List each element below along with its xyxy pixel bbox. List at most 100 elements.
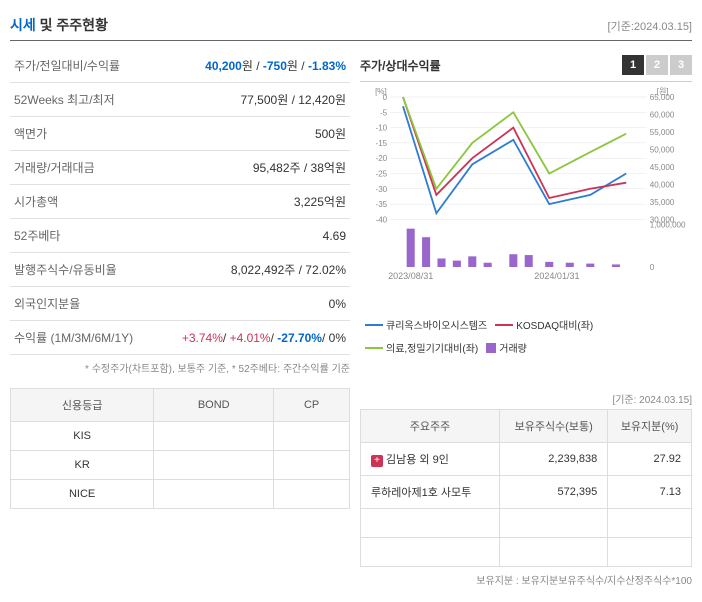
shareholder-header: 주요주주 [361,410,500,443]
svg-text:2023/08/31: 2023/08/31 [388,271,433,281]
info-footnote: * 수정주가(차트포함), 보통주 기준, * 52주베타: 주간수익률 기준 [10,355,350,380]
shareholder-name: 루하레아제1호 사모투 [361,476,500,509]
empty-cell [608,509,692,538]
chart-tab-2[interactable]: 2 [646,55,668,75]
info-label: 수익률 (1M/3M/6M/1Y) [10,321,150,355]
rating-cell [154,451,274,480]
rating-header: 신용등급 [11,389,154,422]
info-label: 발행주식수/유동비율 [10,253,150,287]
rating-cell: NICE [11,480,154,509]
info-row: 시가총액3,225억원 [10,185,350,219]
legend-item: KOSDAQ대비(좌) [495,317,593,332]
legend-swatch [495,324,513,326]
empty-cell [500,538,608,567]
svg-text:55,000: 55,000 [650,128,675,137]
legend-item: 의료,정밀기기대비(좌) [365,340,478,355]
table-row [361,538,692,567]
svg-text:-10: -10 [376,124,388,133]
shareholder-name: +김남용 외 9인 [361,443,500,476]
info-label: 시가총액 [10,185,150,219]
shareholder-header: 보유주식수(보통) [500,410,608,443]
expand-icon[interactable]: + [371,455,383,467]
info-row: 발행주식수/유동비율8,022,492주 / 72.02% [10,253,350,287]
rating-cell: KR [11,451,154,480]
info-value: 40,200원 / -750원 / -1.83% [150,49,350,83]
info-value: 95,482주 / 38억원 [150,151,350,185]
chart-title: 주가/상대수익률 [360,57,441,74]
info-value: 0% [150,287,350,321]
shareholder-footnote: 보유지분 : 보유지분보유주식수/지수산정주식수*100 [360,567,692,592]
svg-text:60,000: 60,000 [650,111,675,120]
rating-cell: KIS [11,422,154,451]
svg-text:-15: -15 [376,139,388,148]
info-value: +3.74%/ +4.01%/ -27.70%/ 0% [150,321,350,355]
rating-cell [274,480,350,509]
info-row: 수익률 (1M/3M/6M/1Y)+3.74%/ +4.01%/ -27.70%… [10,321,350,355]
shareholder-table: 주요주주보유주식수(보통)보유지분(%) +김남용 외 9인2,239,8382… [360,409,692,567]
svg-text:50,000: 50,000 [650,145,675,154]
info-label: 외국인지분율 [10,287,150,321]
legend-swatch [365,347,383,349]
page-header: 시세 및 주주현황 [기준:2024.03.15] [10,10,692,41]
legend-item: 큐리옥스바이오시스템즈 [365,317,487,332]
info-label: 주가/전일대비/수익률 [10,49,150,83]
shareholder-shares: 2,239,838 [500,443,608,476]
info-value: 4.69 [150,219,350,253]
svg-text:-25: -25 [376,170,388,179]
svg-text:-20: -20 [376,154,388,163]
title-primary: 시세 [10,17,36,33]
empty-cell [361,509,500,538]
table-row: +김남용 외 9인2,239,83827.92 [361,443,692,476]
table-row: KR [11,451,350,480]
rating-header: CP [274,389,350,422]
legend-label: KOSDAQ대비(좌) [516,317,593,332]
legend-swatch [365,324,383,326]
info-row: 외국인지분율0% [10,287,350,321]
legend-label: 의료,정밀기기대비(좌) [386,340,478,355]
svg-text:-40: -40 [376,215,388,224]
info-row: 액면가500원 [10,117,350,151]
info-label: 52Weeks 최고/최저 [10,83,150,117]
info-row: 거래량/거래대금95,482주 / 38억원 [10,151,350,185]
info-row: 52주베타4.69 [10,219,350,253]
rating-cell [274,451,350,480]
shareholder-header: 보유지분(%) [608,410,692,443]
shareholder-pct: 27.92 [608,443,692,476]
page-title: 시세 및 주주현황 [10,15,108,35]
chart-header: 주가/상대수익률 123 [360,49,692,82]
rating-cell [154,480,274,509]
info-row: 52Weeks 최고/최저77,500원 / 12,420원 [10,83,350,117]
empty-cell [608,538,692,567]
svg-text:0: 0 [650,263,655,272]
table-row: KIS [11,422,350,451]
svg-text:45,000: 45,000 [650,163,675,172]
info-label: 거래량/거래대금 [10,151,150,185]
chart-area: 0-5-10-15-20-25-30-35-40[%]65,00060,0005… [360,82,692,312]
legend-swatch [486,343,496,353]
rating-header: BOND [154,389,274,422]
info-value: 8,022,492주 / 72.02% [150,253,350,287]
chart-tab-3[interactable]: 3 [670,55,692,75]
svg-text:-30: -30 [376,185,388,194]
rating-cell [154,422,274,451]
shareholder-date: [기준: 2024.03.15] [360,388,692,409]
info-label: 52주베타 [10,219,150,253]
info-value: 77,500원 / 12,420원 [150,83,350,117]
chart-tab-1[interactable]: 1 [622,55,644,75]
info-value: 3,225억원 [150,185,350,219]
info-table: 주가/전일대비/수익률40,200원 / -750원 / -1.83%52Wee… [10,49,350,355]
header-date: [기준:2024.03.15] [608,18,692,34]
chart-legend: 큐리옥스바이오시스템즈 KOSDAQ대비(좌) 의료,정밀기기대비(좌) 거래량 [360,312,692,360]
table-row [361,509,692,538]
shareholder-pct: 7.13 [608,476,692,509]
legend-label: 거래량 [499,340,527,355]
legend-label: 큐리옥스바이오시스템즈 [386,317,487,332]
shareholder-shares: 572,395 [500,476,608,509]
info-value: 500원 [150,117,350,151]
empty-cell [500,509,608,538]
table-row: NICE [11,480,350,509]
svg-text:[%]: [%] [375,87,387,96]
info-label: 액면가 [10,117,150,151]
legend-item: 거래량 [486,340,527,355]
rating-table: 신용등급BONDCP KISKRNICE [10,388,350,509]
